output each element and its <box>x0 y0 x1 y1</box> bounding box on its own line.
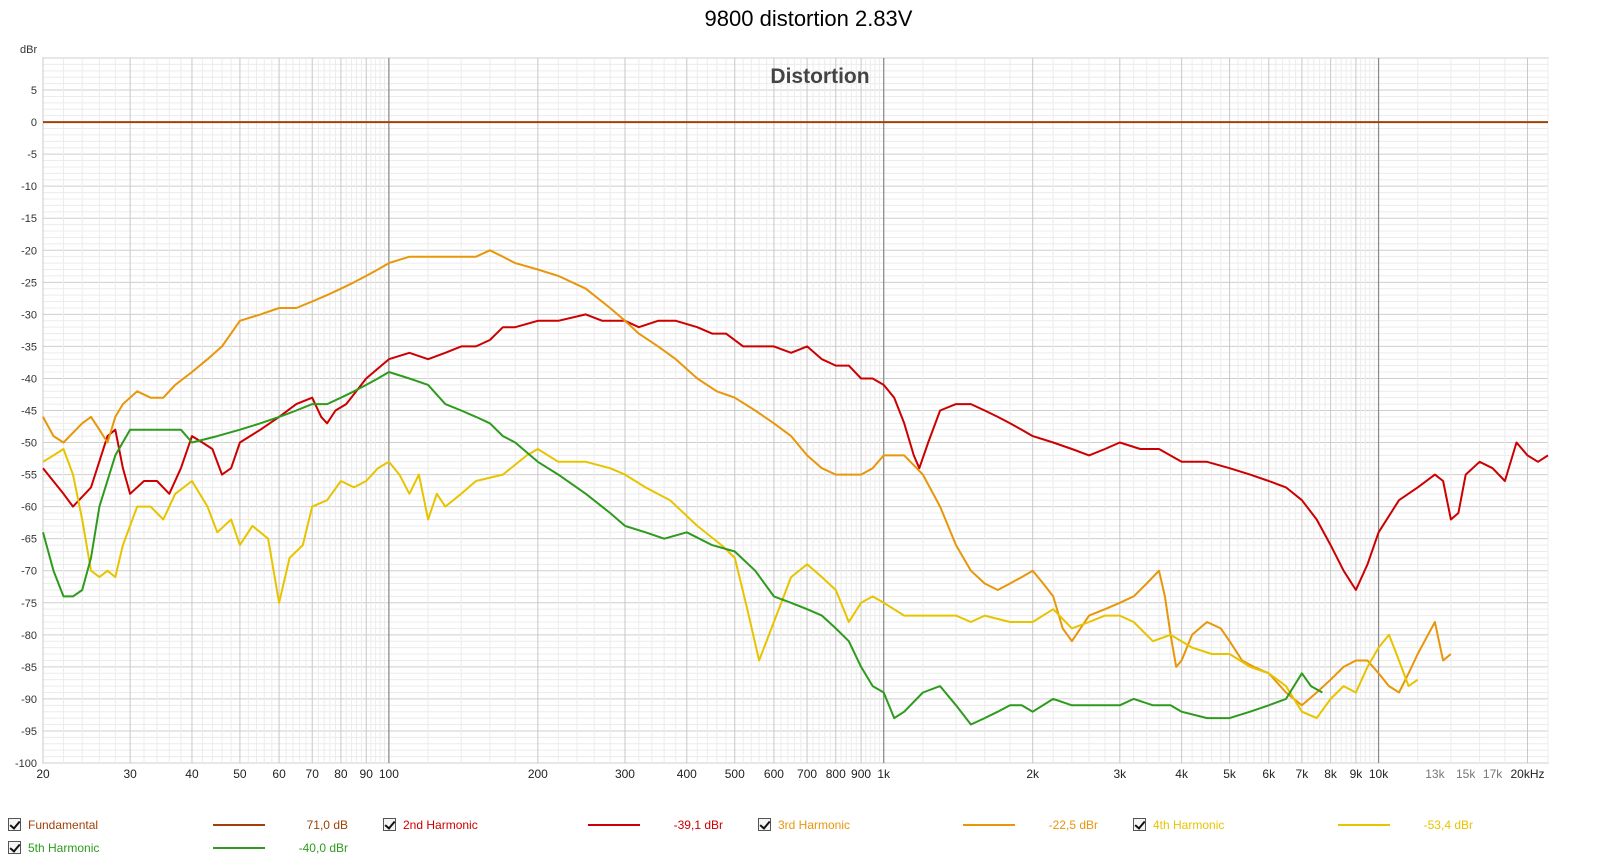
x-tick-label: 17k <box>1483 767 1503 781</box>
x-tick-label: 200 <box>528 767 548 781</box>
x-tick-label: 1k <box>877 767 891 781</box>
y-tick-label: -100 <box>15 758 37 770</box>
x-tick-label: 15k <box>1456 767 1476 781</box>
legend-checkbox[interactable] <box>8 841 21 854</box>
legend: Fundamental 71,0 dB 2nd Harmonic -39,1 dBr 3… <box>0 815 1617 863</box>
grid-layer <box>42 57 1549 764</box>
chart-subtitle: Distortion <box>770 65 869 88</box>
legend-checkbox[interactable] <box>8 818 21 831</box>
y-tick-label: -80 <box>21 630 37 642</box>
x-tick-label: 400 <box>677 767 697 781</box>
x-tick-label: 50 <box>233 767 247 781</box>
series-line-2nd-harmonic <box>42 313 1549 591</box>
tick-labels: 50-5-10-15-20-25-30-35-40-45-50-55-60-65… <box>15 85 1545 781</box>
legend-swatch <box>588 824 640 826</box>
series-line-5th-harmonic <box>42 371 1323 726</box>
y-tick-label: -95 <box>21 726 37 738</box>
legend-value: -22,5 dBr <box>1048 818 1098 832</box>
x-tick-label: 2k <box>1026 767 1040 781</box>
y-tick-label: -75 <box>21 598 37 610</box>
y-tick-label: -85 <box>21 662 37 674</box>
legend-swatch <box>1338 824 1390 826</box>
y-tick-label: -65 <box>21 534 37 546</box>
x-tick-label: 5k <box>1223 767 1237 781</box>
x-tick-label: 500 <box>725 767 745 781</box>
x-tick-label: 9k <box>1350 767 1364 781</box>
legend-value: -40,0 dBr <box>298 841 348 855</box>
x-tick-label: 4k <box>1175 767 1189 781</box>
x-tick-label: 100 <box>379 767 399 781</box>
legend-row-2: 5th Harmonic -40,0 dBr <box>0 838 1617 860</box>
x-tick-label: 90 <box>360 767 374 781</box>
legend-swatch <box>213 824 265 826</box>
x-tick-label: 6k <box>1262 767 1276 781</box>
legend-value: -39,1 dBr <box>673 818 723 832</box>
legend-series-name: Fundamental <box>28 818 99 832</box>
series-layer <box>42 121 1549 726</box>
legend-series-name: 4th Harmonic <box>1153 818 1225 832</box>
y-tick-label: -15 <box>21 213 37 225</box>
legend-row-1: Fundamental 71,0 dB 2nd Harmonic -39,1 dBr 3… <box>0 815 1617 837</box>
series-line-3rd-harmonic <box>42 249 1452 707</box>
legend-series-name: 3rd Harmonic <box>778 818 851 832</box>
y-tick-label: -40 <box>21 373 37 385</box>
legend-series-name: 5th Harmonic <box>28 841 100 855</box>
legend-value: -53,4 dBr <box>1423 818 1473 832</box>
x-tick-label: 70 <box>306 767 320 781</box>
legend-swatch <box>963 824 1015 826</box>
x-tick-label: 700 <box>797 767 817 781</box>
y-tick-label: -10 <box>21 181 37 193</box>
y-tick-label: -90 <box>21 694 37 706</box>
y-tick-label: -25 <box>21 277 37 289</box>
x-tick-label: 3k <box>1113 767 1127 781</box>
chart-title: 9800 distortion 2.83V <box>704 6 913 31</box>
legend-item: 3rd Harmonic -22,5 dBr <box>758 815 1118 837</box>
x-tick-label: 8k <box>1324 767 1338 781</box>
x-tick-label: 60 <box>272 767 286 781</box>
x-tick-label: 300 <box>615 767 635 781</box>
x-tick-label: 10k <box>1369 767 1389 781</box>
y-tick-label: -30 <box>21 309 37 321</box>
legend-swatch <box>213 847 265 849</box>
legend-checkbox[interactable] <box>1133 818 1146 831</box>
y-tick-label: -60 <box>21 502 37 514</box>
legend-item: 5th Harmonic -40,0 dBr <box>8 838 368 860</box>
legend-value: 71,0 dB <box>306 818 348 832</box>
y-tick-label: -5 <box>27 149 37 161</box>
legend-series-name: 2nd Harmonic <box>403 818 478 832</box>
x-tick-label: 13k <box>1425 767 1445 781</box>
y-tick-label: -20 <box>21 245 37 257</box>
y-tick-label: -45 <box>21 406 37 418</box>
legend-item: 2nd Harmonic -39,1 dBr <box>383 815 743 837</box>
y-tick-label: -55 <box>21 470 37 482</box>
y-tick-label: 0 <box>31 117 37 129</box>
legend-item: 4th Harmonic -53,4 dBr <box>1133 815 1493 837</box>
x-tick-label: 30 <box>123 767 137 781</box>
y-tick-label: -35 <box>21 341 37 353</box>
legend-checkbox[interactable] <box>758 818 771 831</box>
legend-item: Fundamental 71,0 dB <box>8 815 368 837</box>
x-tick-label: 900 <box>851 767 871 781</box>
y-tick-label: -50 <box>21 438 37 450</box>
x-tick-label: 600 <box>764 767 784 781</box>
legend-checkbox[interactable] <box>383 818 396 831</box>
series-line-4th-harmonic <box>42 448 1419 720</box>
x-tick-label: 40 <box>185 767 199 781</box>
x-tick-label: 80 <box>334 767 348 781</box>
x-tick-label: 20 <box>36 767 50 781</box>
x-tick-label: 20kHz <box>1511 767 1545 781</box>
x-tick-label: 7k <box>1296 767 1310 781</box>
y-tick-label: -70 <box>21 566 37 578</box>
x-tick-label: 800 <box>826 767 846 781</box>
y-axis-label: dBr <box>20 44 37 56</box>
y-tick-label: 5 <box>31 85 37 97</box>
